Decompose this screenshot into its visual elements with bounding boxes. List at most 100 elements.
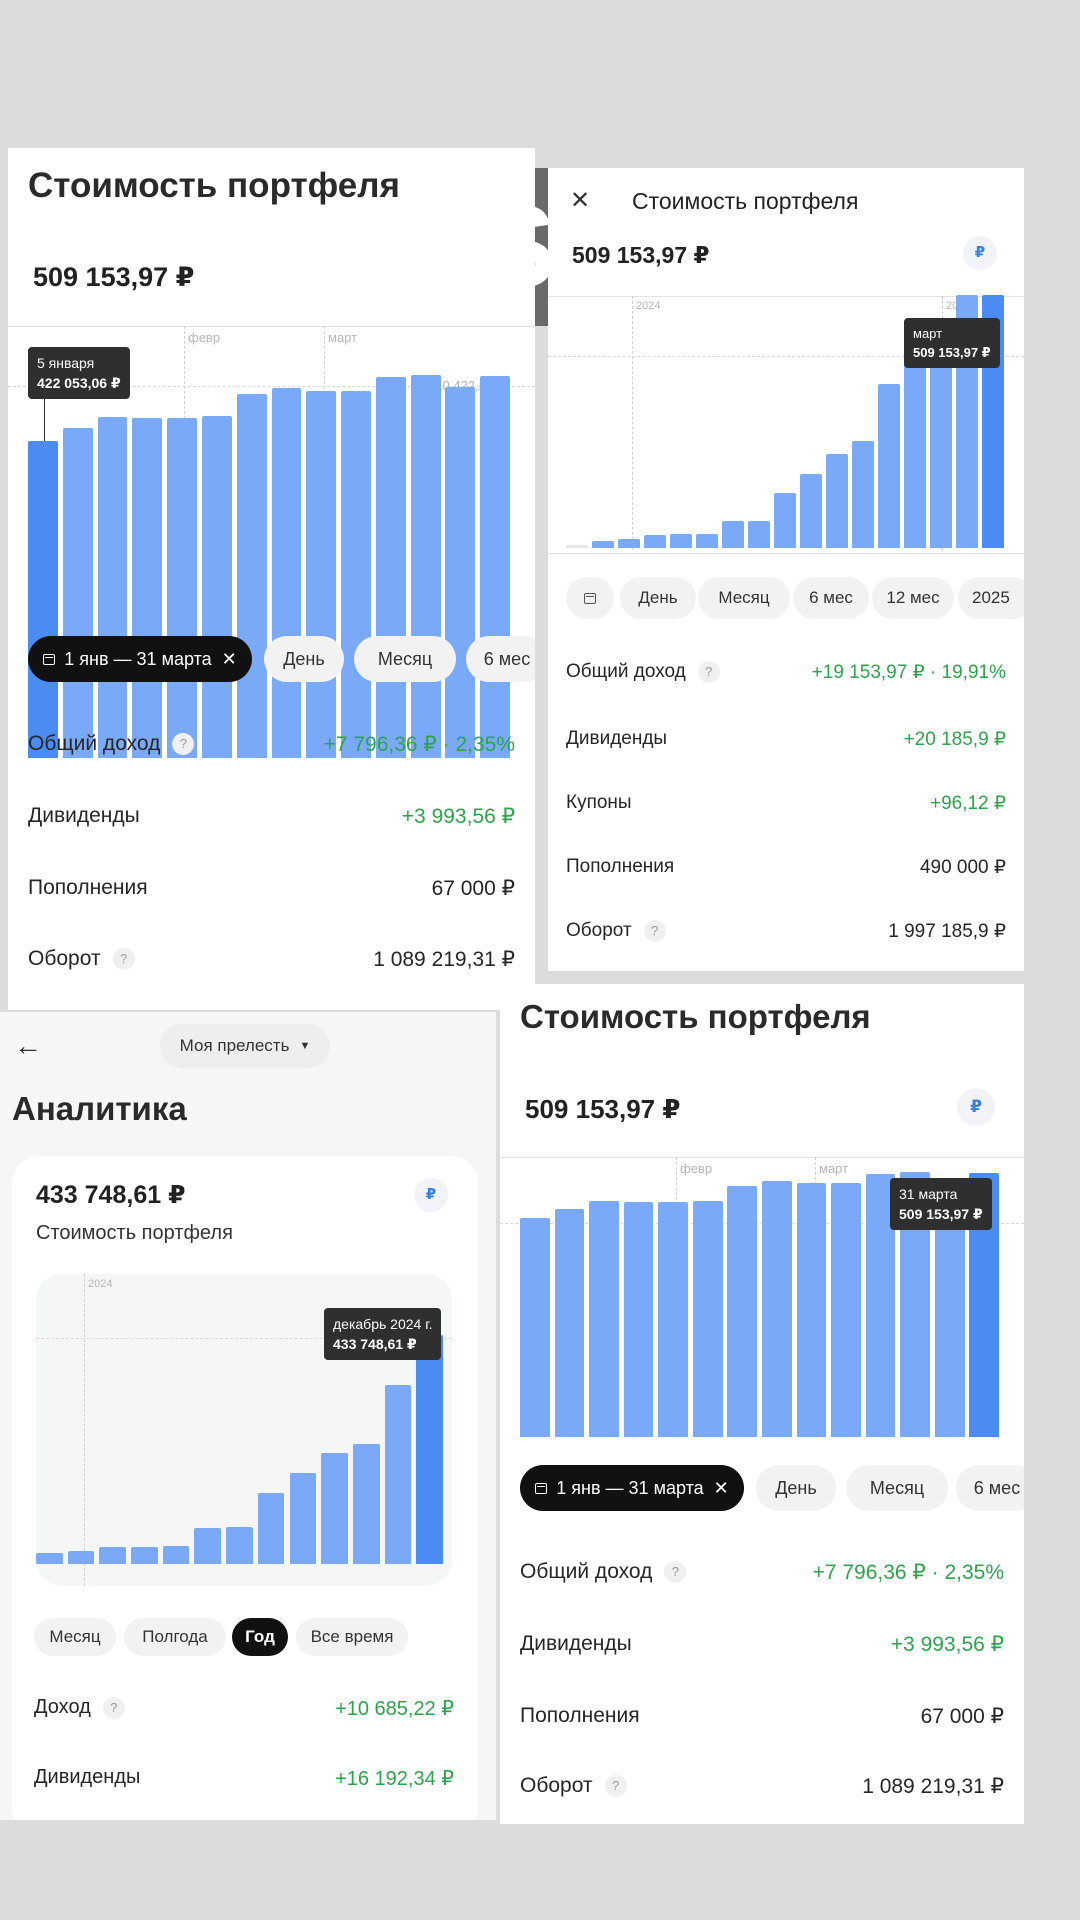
row-turnover-label: Оборот? — [566, 920, 666, 942]
filter-month-chip[interactable]: Месяц — [846, 1465, 948, 1511]
chart-bar[interactable] — [796, 1182, 827, 1437]
chart-bar[interactable] — [930, 337, 952, 548]
close-icon[interactable]: ✕ — [713, 1477, 729, 1498]
chart-bar[interactable] — [97, 416, 128, 758]
filter-year-chip[interactable]: Год — [232, 1618, 288, 1656]
chart-bar[interactable] — [201, 416, 232, 758]
filter-6m-chip[interactable]: 6 мес — [466, 636, 535, 682]
help-icon[interactable]: ? — [664, 1561, 687, 1584]
panel-portfolio-4: Стоимость портфеля 509 153,97 ₽ ₽ февр м… — [500, 984, 1024, 1824]
chart-bar[interactable] — [520, 1218, 550, 1437]
chart-bar[interactable] — [226, 1527, 253, 1564]
filter-month-chip[interactable]: Месяц — [698, 577, 790, 619]
chart-bar[interactable] — [445, 386, 476, 758]
chart-bar[interactable] — [321, 1453, 348, 1564]
filter-all-time-chip[interactable]: Все время — [296, 1618, 408, 1656]
filter-month-chip[interactable]: Месяц — [34, 1618, 116, 1656]
chart-4[interactable]: февр март — [500, 1157, 1024, 1437]
chart-bar[interactable] — [592, 540, 614, 548]
portfolio-amount: 509 153,97 ₽ — [525, 1094, 681, 1124]
currency-badge[interactable]: ₽ — [414, 1178, 448, 1212]
currency-badge[interactable]: ₽ — [963, 236, 997, 270]
chart-bar[interactable] — [658, 1201, 688, 1437]
filter-day-chip[interactable]: День — [264, 636, 344, 682]
help-icon[interactable]: ? — [112, 948, 135, 971]
tooltip-value: 509 153,97 ₽ — [899, 1206, 983, 1222]
calendar-icon — [43, 653, 56, 665]
help-icon[interactable]: ? — [172, 733, 195, 756]
chart-bar[interactable] — [99, 1546, 126, 1564]
chart-bar[interactable] — [878, 384, 900, 548]
chart-bar[interactable] — [36, 1553, 63, 1564]
chart-bar[interactable] — [826, 453, 848, 548]
chart-bar[interactable] — [554, 1208, 585, 1437]
chart-bar[interactable] — [257, 1493, 285, 1564]
chart-bar[interactable] — [618, 538, 640, 548]
filter-6m-chip[interactable]: 6 мес — [793, 577, 869, 619]
back-arrow-icon[interactable]: ← — [14, 1030, 42, 1061]
calendar-chip[interactable] — [566, 577, 614, 619]
chart-bar[interactable] — [67, 1550, 95, 1564]
chart-bar[interactable] — [692, 1200, 723, 1437]
chart-bar[interactable] — [762, 1181, 792, 1437]
filter-day-chip[interactable]: День — [756, 1465, 836, 1511]
help-icon[interactable]: ? — [643, 920, 666, 942]
chart-bar[interactable] — [831, 1182, 861, 1437]
chart-bar[interactable] — [644, 534, 666, 548]
close-icon[interactable]: ✕ — [570, 187, 591, 214]
chart-bar[interactable] — [375, 377, 406, 758]
chart-bar[interactable] — [132, 418, 163, 758]
chart-bar[interactable] — [236, 394, 267, 758]
chart-bar[interactable] — [28, 441, 58, 758]
filter-day-chip[interactable]: День — [620, 577, 696, 619]
chart-bar[interactable] — [566, 545, 588, 548]
currency-badge[interactable]: ₽ — [957, 1088, 995, 1126]
chart-bar[interactable] — [774, 493, 796, 548]
help-icon[interactable]: ? — [102, 1696, 125, 1719]
chart-3[interactable]: 2024 — [36, 1274, 452, 1586]
chart-bar[interactable] — [131, 1547, 158, 1564]
chart-bar[interactable] — [352, 1444, 380, 1564]
help-icon[interactable]: ? — [604, 1775, 627, 1798]
chart-bar[interactable] — [480, 376, 511, 758]
chart-bar[interactable] — [722, 521, 744, 548]
chart-bar[interactable] — [416, 1335, 443, 1564]
row-total-income-value: +7 796,36 ₽ · 2,35% — [323, 733, 515, 756]
chart-2[interactable]: 2024 2025 — [548, 294, 1024, 550]
row-dividends-value: +3 993,56 ₽ — [890, 1633, 1004, 1656]
chart-bar[interactable] — [384, 1384, 412, 1564]
chart-bar[interactable] — [623, 1202, 654, 1437]
chart-bar[interactable] — [271, 388, 302, 758]
chart-bar[interactable] — [341, 390, 371, 758]
chart-bar[interactable] — [727, 1185, 758, 1437]
filter-half-year-chip[interactable]: Полгода — [124, 1618, 226, 1656]
chart-bar[interactable] — [306, 390, 337, 758]
filter-12m-chip[interactable]: 12 мес — [872, 577, 954, 619]
chart-bar[interactable] — [289, 1473, 317, 1564]
chart-bar[interactable] — [162, 1545, 190, 1564]
account-selector[interactable]: Моя прелесть ▼ — [160, 1024, 330, 1068]
close-icon[interactable]: ✕ — [221, 648, 237, 669]
help-icon[interactable]: ? — [697, 661, 720, 683]
chart-bar[interactable] — [62, 428, 93, 758]
chart-bar[interactable] — [194, 1528, 222, 1564]
chart-bar[interactable] — [410, 375, 441, 758]
chart-bar[interactable] — [167, 417, 198, 758]
chart-bar[interactable] — [904, 347, 926, 548]
row-deposits-label: Пополнения — [520, 1704, 640, 1727]
filter-month-chip[interactable]: Месяц — [354, 636, 456, 682]
chart-bar[interactable] — [800, 473, 822, 548]
filter-6m-chip[interactable]: 6 мес — [956, 1465, 1024, 1511]
chart-bar[interactable] — [589, 1201, 619, 1437]
row-total-income-label: Общий доход? — [566, 661, 720, 683]
chart-bar[interactable] — [748, 521, 770, 548]
chart-bar[interactable] — [670, 534, 692, 548]
chart-1[interactable]: февр март 510 422,22 ₽ — [8, 326, 535, 758]
chart-bar[interactable] — [696, 533, 718, 548]
date-range-chip[interactable]: 1 янв — 31 марта ✕ — [520, 1465, 744, 1511]
row-dividends-label: Дивиденды — [520, 1632, 632, 1655]
date-range-chip[interactable]: 1 янв — 31 марта ✕ — [28, 636, 252, 682]
chart-bar[interactable] — [852, 441, 874, 548]
filter-2025-chip[interactable]: 2025 — [958, 577, 1024, 619]
tooltip-label: 5 января — [37, 355, 95, 371]
